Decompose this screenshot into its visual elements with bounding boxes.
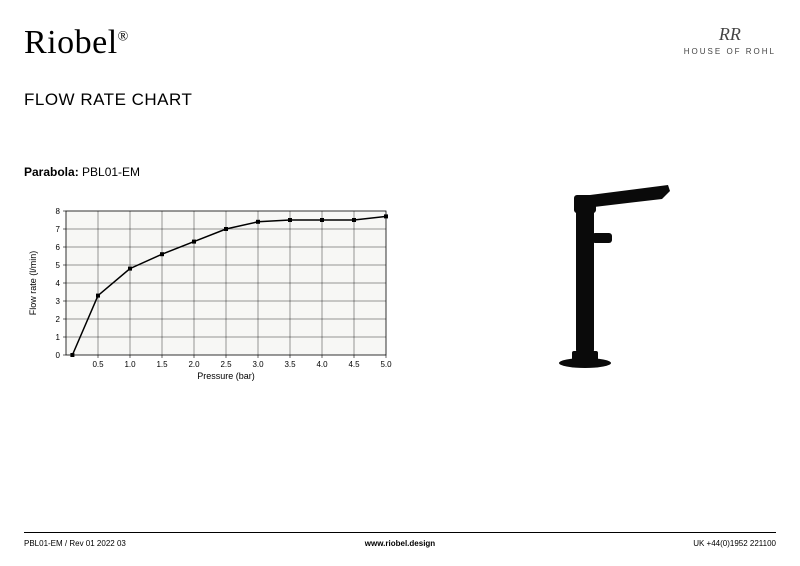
svg-text:2: 2 bbox=[56, 315, 61, 324]
chart-svg: 0.5 1.0 1.5 2.0 2.5 3.0 3.5 4.0 4.5 5.0 0 1 2 3 4 5 6 7 8 P… bbox=[24, 205, 394, 385]
svg-text:3.5: 3.5 bbox=[284, 360, 296, 369]
product-model: PBL01-EM bbox=[82, 165, 140, 179]
footer: PBL01-EM / Rev 01 2022 03 www.riobel.des… bbox=[24, 532, 776, 548]
brand-main: Riobel bbox=[24, 24, 118, 61]
product-series-label: Parabola: bbox=[24, 165, 79, 179]
svg-text:2.5: 2.5 bbox=[220, 360, 232, 369]
header: Riobel® RR HOUSE OF ROHL bbox=[24, 24, 776, 62]
svg-text:2.0: 2.0 bbox=[188, 360, 200, 369]
brand-registered: ® bbox=[118, 30, 129, 45]
brand-logo: Riobel® bbox=[24, 24, 129, 62]
footer-center: www.riobel.design bbox=[365, 539, 435, 548]
footer-left: PBL01-EM / Rev 01 2022 03 bbox=[24, 539, 126, 548]
svg-text:4: 4 bbox=[56, 279, 61, 288]
faucet-icon bbox=[530, 175, 680, 375]
svg-text:0.5: 0.5 bbox=[92, 360, 104, 369]
product-identifier: Parabola: PBL01-EM bbox=[24, 165, 140, 179]
svg-text:Pressure (bar): Pressure (bar) bbox=[197, 371, 255, 381]
page-title: FLOW RATE CHART bbox=[24, 90, 192, 110]
svg-text:4.5: 4.5 bbox=[348, 360, 360, 369]
svg-text:1: 1 bbox=[56, 333, 61, 342]
svg-text:6: 6 bbox=[56, 243, 61, 252]
svg-text:Flow rate (l/min): Flow rate (l/min) bbox=[28, 251, 38, 316]
svg-text:5.0: 5.0 bbox=[380, 360, 392, 369]
svg-text:1.0: 1.0 bbox=[124, 360, 136, 369]
svg-text:4.0: 4.0 bbox=[316, 360, 328, 369]
flow-rate-chart: 0.5 1.0 1.5 2.0 2.5 3.0 3.5 4.0 4.5 5.0 0 1 2 3 4 5 6 7 8 P… bbox=[24, 205, 394, 385]
footer-right: UK +44(0)1952 221100 bbox=[693, 539, 776, 548]
svg-text:7: 7 bbox=[56, 225, 61, 234]
svg-text:3: 3 bbox=[56, 297, 61, 306]
svg-text:8: 8 bbox=[56, 207, 61, 216]
house-of-rohl-logo: RR HOUSE OF ROHL bbox=[684, 24, 776, 56]
svg-text:1.5: 1.5 bbox=[156, 360, 168, 369]
product-image bbox=[530, 175, 680, 375]
house-of-rohl-mark: RR bbox=[684, 24, 776, 45]
svg-text:3.0: 3.0 bbox=[252, 360, 264, 369]
svg-text:5: 5 bbox=[56, 261, 61, 270]
svg-text:0: 0 bbox=[56, 351, 61, 360]
house-of-rohl-text: HOUSE OF ROHL bbox=[684, 47, 776, 56]
